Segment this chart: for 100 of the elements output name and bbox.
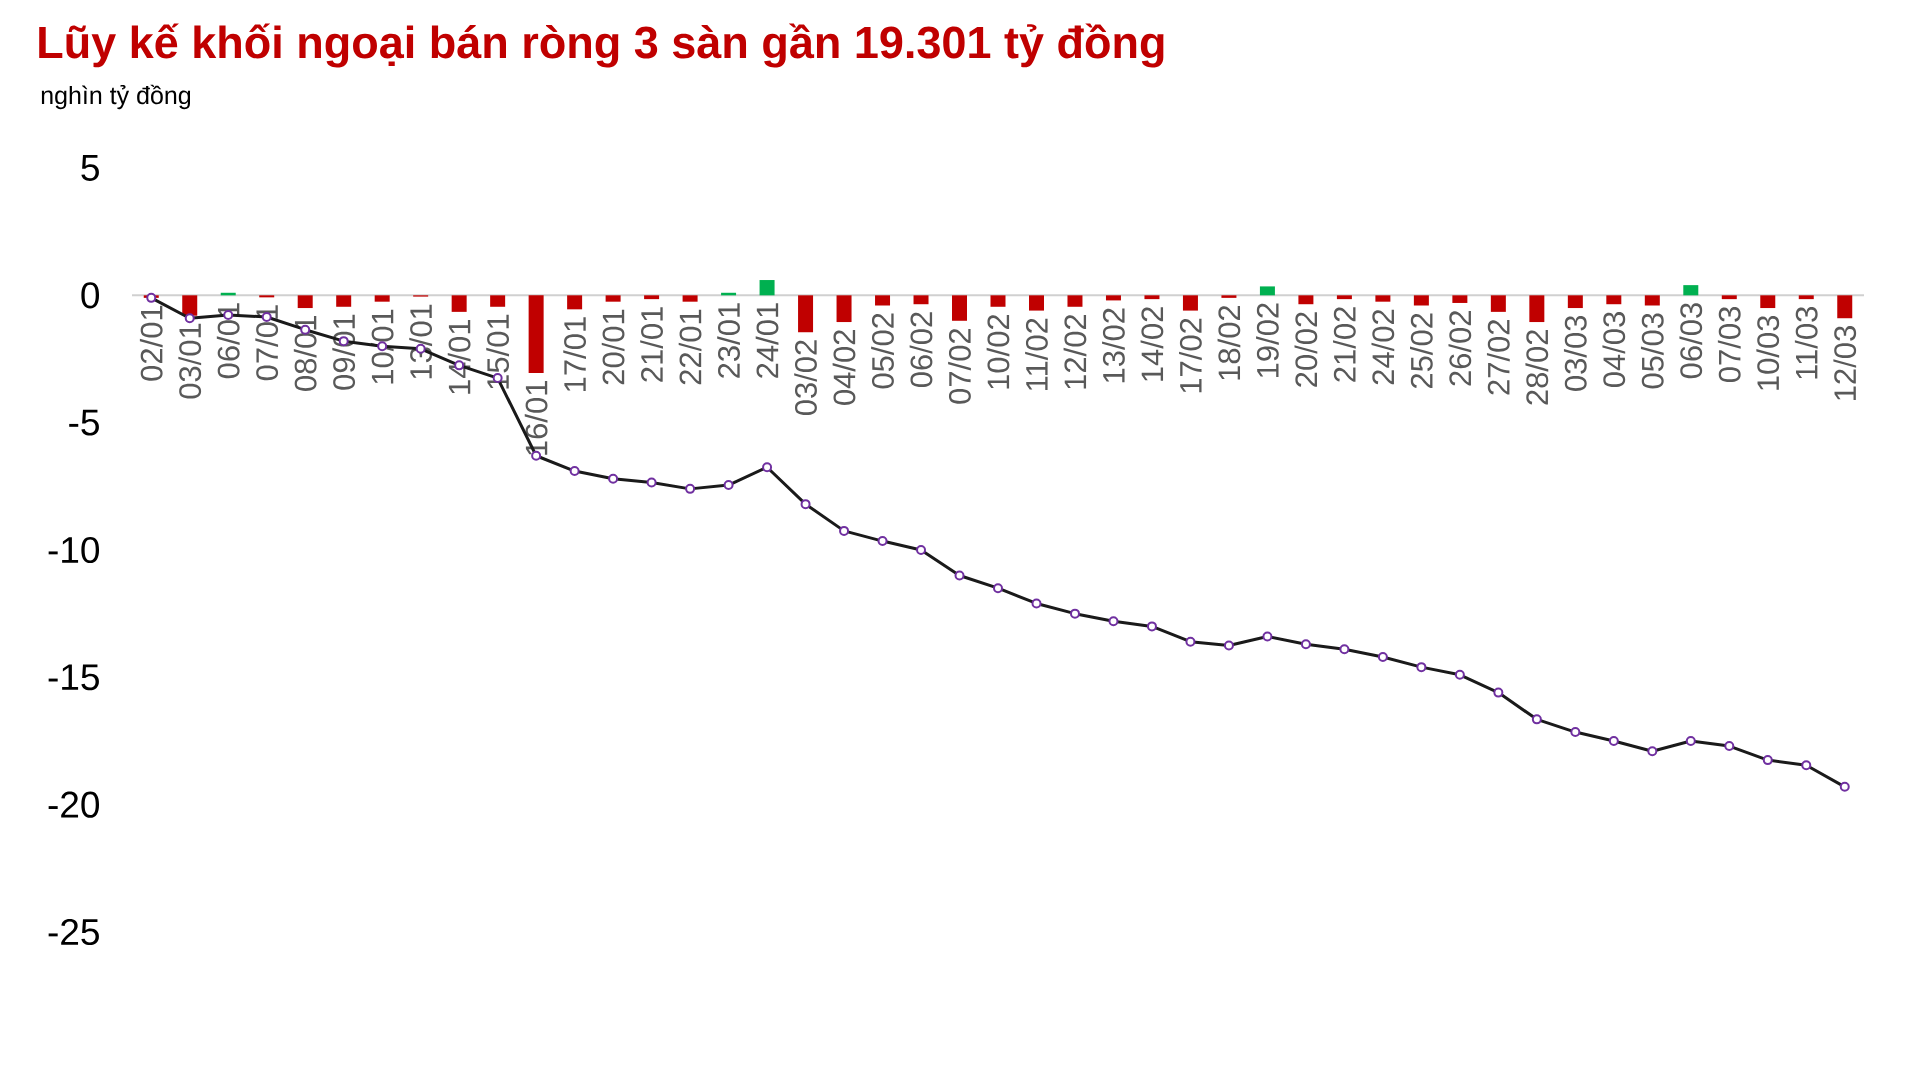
x-tick-label: 14/02 [1140,307,1164,381]
bar [1798,295,1814,300]
point [1108,616,1119,627]
x-tick-label: 07/03 [1717,307,1741,382]
x-tick-label: 24/02 [1371,309,1395,385]
point [800,499,811,510]
x-tick-label: 27/02 [1486,320,1510,395]
bar [1028,295,1044,311]
point [1685,736,1696,746]
chart-subtitle: nghìn tỷ đồng [41,84,191,110]
bar [1182,295,1198,311]
x-tick-label: 19/02 [1256,303,1279,378]
bar [759,280,775,296]
x-tick-label: 13/02 [1102,308,1125,383]
y-tick-label: -10 [48,536,100,564]
point [646,477,657,488]
x-tick-label: 21/02 [1333,307,1356,382]
bar [1490,295,1506,312]
point [762,462,773,473]
x-tick-label: 06/03 [1679,303,1703,379]
x-tick-label: 22/01 [678,309,702,385]
point [1608,736,1619,746]
x-tick-label: 02/01 [139,305,163,381]
point [723,480,734,491]
bar [1067,295,1083,307]
point [1454,669,1465,680]
x-tick-label: 10/02 [986,314,1010,389]
y-tick-label: 5 [81,155,99,181]
point [1069,608,1080,619]
x-tick-label: 17/02 [1179,318,1202,393]
bar [1221,295,1237,298]
point [1377,651,1388,662]
x-tick-label: 11/02 [1025,318,1048,391]
point [916,544,927,555]
bar [1567,295,1583,309]
bar [644,295,660,300]
bar [1837,295,1853,319]
bar [1144,295,1160,300]
chart-title: Lũy kế khối ngoại bán ròng 3 sàn gần 19.301 tỷ đồng [39,23,1164,68]
x-tick-label: 17/01 [563,317,586,392]
bar [1259,286,1275,296]
x-tick-label: 03/02 [794,340,817,416]
y-tick-label: -25 [48,918,99,946]
bar [1336,295,1352,300]
x-tick-label: 26/02 [1448,311,1472,386]
point [993,583,1003,594]
point [1146,621,1157,632]
point [1570,727,1581,738]
point [1300,639,1311,650]
bar [990,295,1006,307]
bar [952,295,968,321]
x-tick-label: 18/02 [1217,305,1241,380]
point [685,483,696,494]
x-tick-label: 15/01 [486,314,510,389]
bar [798,295,814,333]
point [1339,644,1350,655]
bar [1105,295,1121,301]
bar [605,295,621,302]
point [146,292,157,303]
x-tick-label: 04/03 [1602,312,1626,388]
bar [259,295,275,298]
x-tick-label: 10/03 [1756,315,1780,390]
bar [451,295,467,312]
x-tick-label: 09/01 [332,314,356,390]
x-tick-label: 12/03 [1833,326,1857,400]
bar [913,295,929,305]
point [1724,741,1735,752]
point [954,570,965,581]
bar [682,295,698,302]
bar [1606,295,1622,305]
point [1262,631,1273,642]
x-tick-label: 12/02 [1063,314,1087,389]
x-tick-label: 07/02 [948,328,971,404]
point [839,525,850,536]
x-tick-label: 11/03 [1794,307,1818,379]
bar [297,295,313,309]
x-tick-label: 23/01 [717,303,740,378]
x-tick-label: 06/02 [909,312,933,388]
point [1762,755,1773,766]
point [1801,760,1812,771]
x-tick-label: 06/01 [216,303,240,379]
point [1493,687,1504,698]
bar [1644,295,1660,306]
bar [490,295,506,307]
bar [182,295,198,316]
point [569,466,580,477]
bar [1529,295,1545,323]
point [1185,636,1196,647]
bar [1452,295,1468,303]
bar [875,295,891,306]
point [1647,746,1658,757]
point [1531,714,1542,725]
bar [1375,295,1391,302]
point [1223,640,1234,651]
bar [528,295,544,373]
x-tick-label: 20/02 [1294,312,1318,387]
x-tick-label: 03/03 [1563,315,1587,391]
bar [567,295,583,310]
x-tick-label: 21/01 [640,307,663,382]
point [1839,781,1850,792]
